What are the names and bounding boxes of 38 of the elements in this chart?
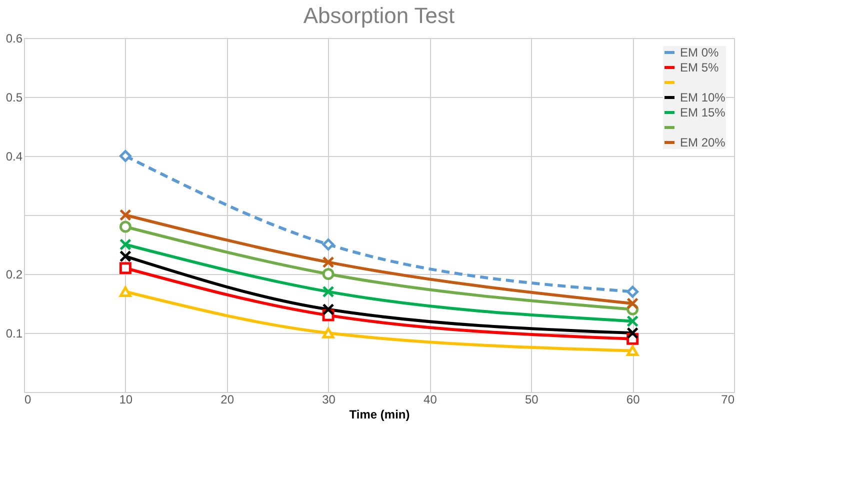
x-tick-label: 40 xyxy=(424,392,438,406)
x-axis-title: Time (min) xyxy=(349,408,410,422)
legend-label: EM 20% xyxy=(680,136,726,150)
point xyxy=(626,286,639,298)
y-tick-label: 0.2 xyxy=(6,268,23,282)
legend-label: EM 0% xyxy=(680,46,720,60)
point xyxy=(119,220,132,233)
point xyxy=(626,298,639,310)
point xyxy=(322,256,334,268)
point xyxy=(322,286,334,298)
point xyxy=(119,238,132,250)
point xyxy=(626,327,639,339)
y-tick-label: 0.6 xyxy=(6,32,23,46)
x-tick-label: 10 xyxy=(119,392,133,406)
x-tick-label: 30 xyxy=(322,392,336,406)
legend-label: EM 5% xyxy=(680,60,720,74)
legend-label: EM 10% xyxy=(680,90,726,104)
point xyxy=(322,268,334,280)
point xyxy=(322,328,334,338)
y-tick-label: 0.4 xyxy=(6,150,23,164)
x-tick-label: 60 xyxy=(626,392,640,406)
point xyxy=(626,315,639,328)
y-tick-label: 0.5 xyxy=(6,90,23,104)
point xyxy=(119,286,132,298)
point xyxy=(322,238,334,250)
point xyxy=(322,303,334,316)
x-tick-label: 20 xyxy=(220,392,234,406)
point xyxy=(626,345,639,356)
point xyxy=(119,209,132,221)
point xyxy=(119,250,132,262)
point xyxy=(119,150,132,162)
x-tick-label: 0 xyxy=(24,392,32,406)
legend-label: EM 15% xyxy=(680,106,726,120)
x-tick-label: 50 xyxy=(524,392,539,406)
point xyxy=(119,262,132,274)
y-tick-label: 0.1 xyxy=(6,326,23,340)
x-tick-label: 70 xyxy=(721,392,735,406)
chart-title: Absorption Test xyxy=(303,3,455,28)
